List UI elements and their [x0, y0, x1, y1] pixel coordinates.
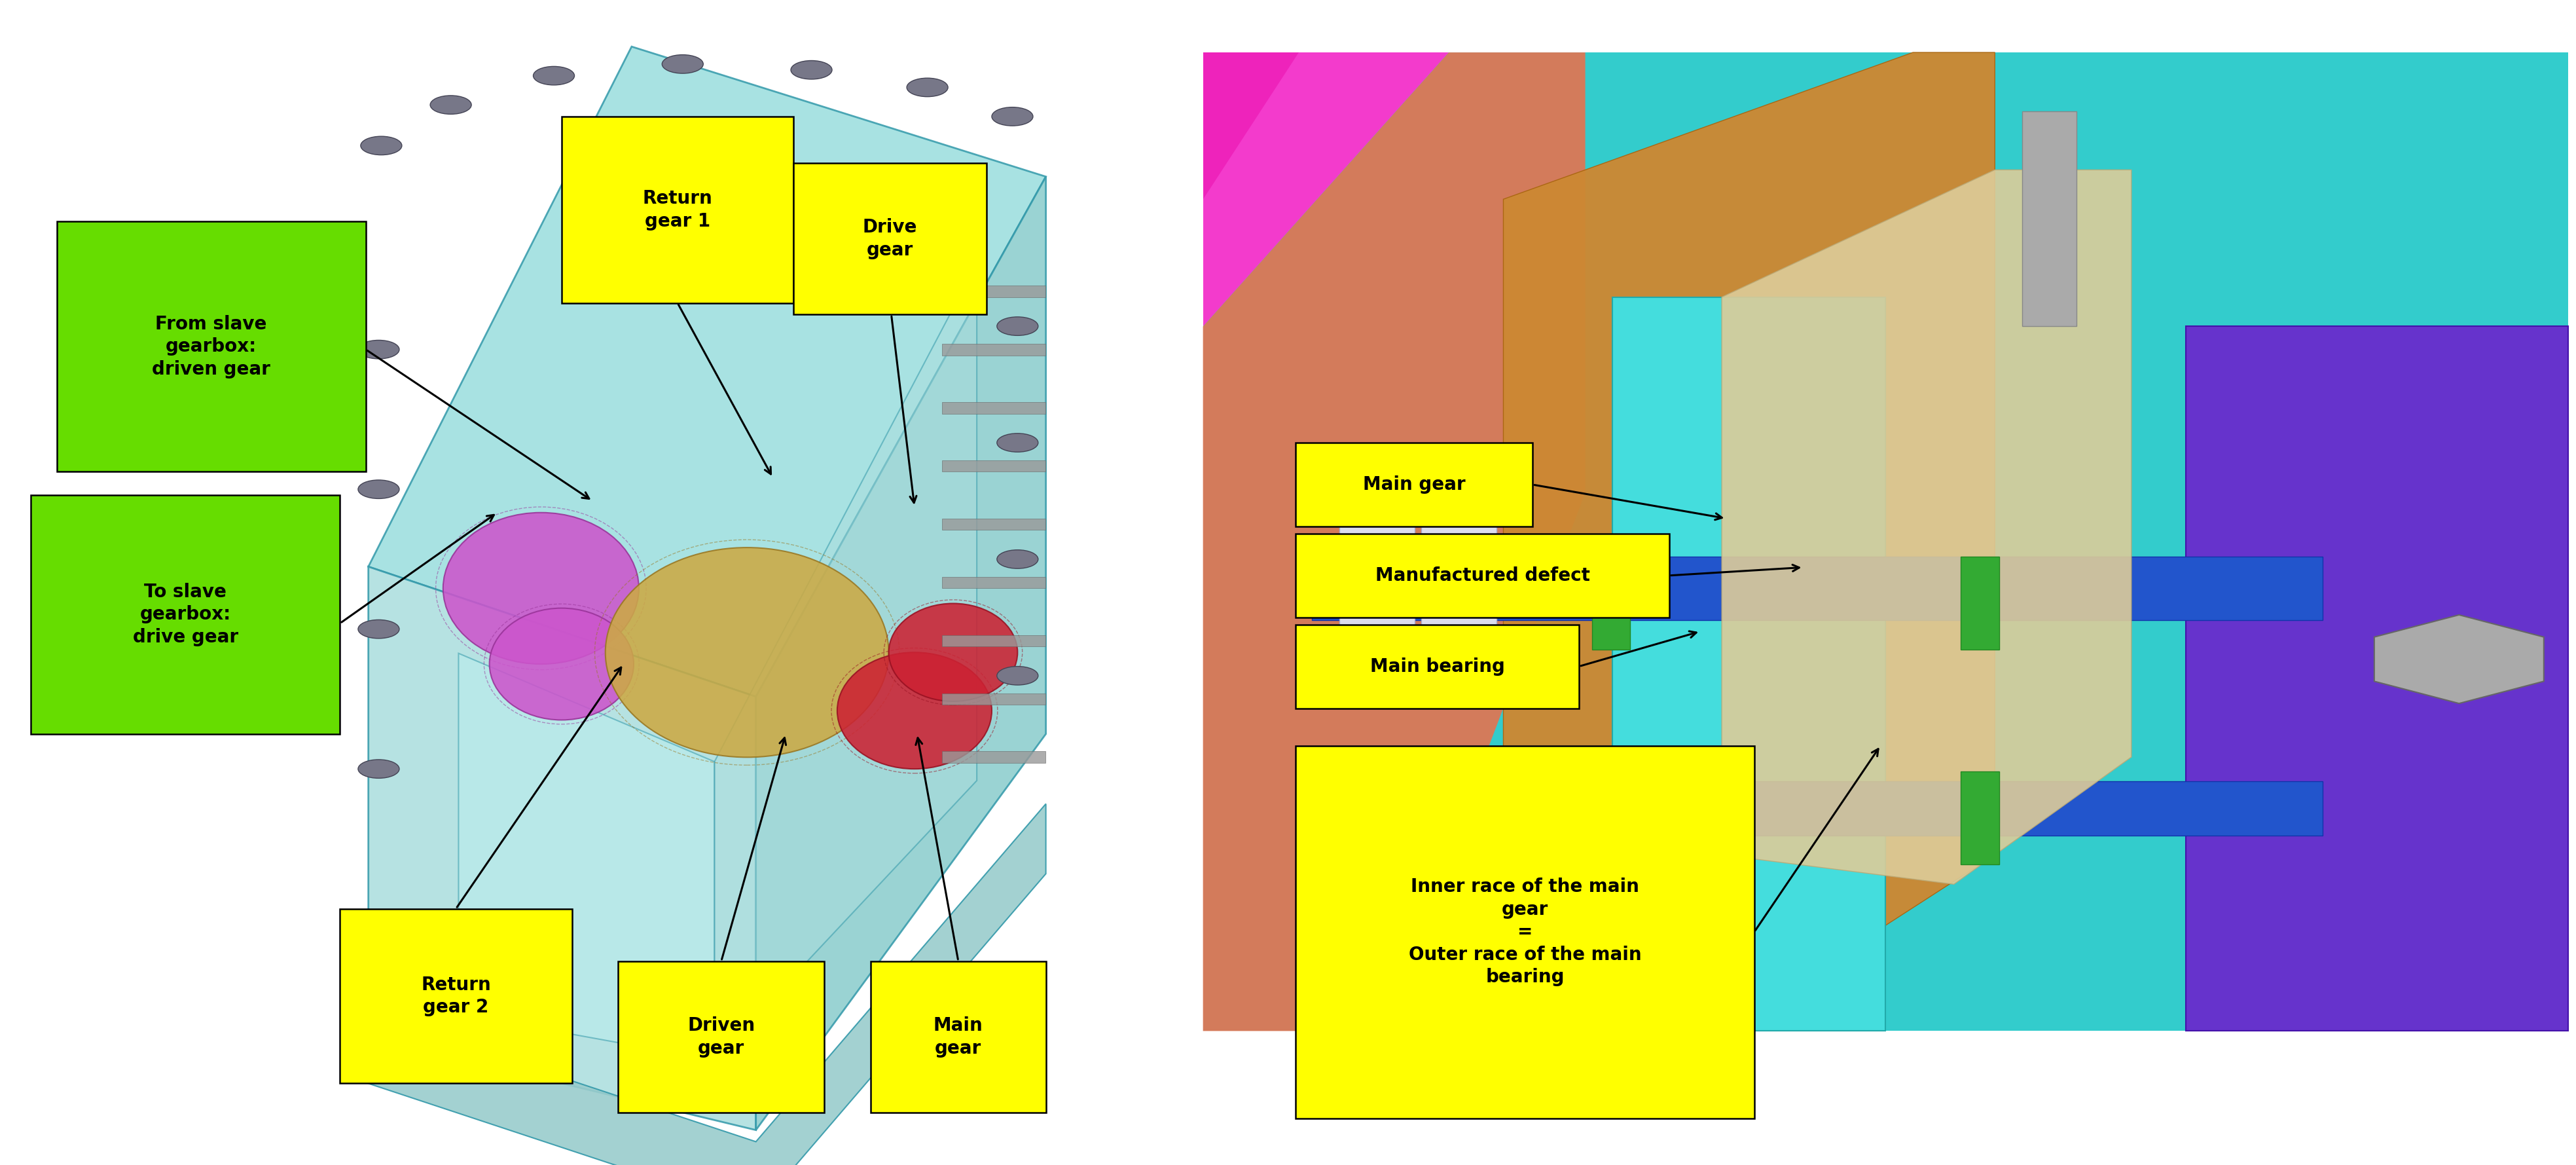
Ellipse shape [837, 652, 992, 769]
FancyBboxPatch shape [943, 460, 1046, 472]
Circle shape [997, 317, 1038, 336]
Circle shape [361, 136, 402, 155]
Text: Return
gear 1: Return gear 1 [641, 189, 714, 231]
FancyBboxPatch shape [943, 402, 1046, 414]
FancyBboxPatch shape [943, 344, 1046, 355]
FancyBboxPatch shape [793, 163, 987, 315]
Circle shape [430, 96, 471, 114]
FancyBboxPatch shape [871, 961, 1046, 1113]
FancyBboxPatch shape [57, 221, 366, 472]
FancyBboxPatch shape [943, 693, 1046, 705]
FancyBboxPatch shape [1340, 502, 1414, 659]
Polygon shape [1203, 52, 1298, 199]
FancyBboxPatch shape [1592, 771, 1631, 864]
Polygon shape [459, 654, 714, 1060]
FancyBboxPatch shape [943, 635, 1046, 647]
FancyBboxPatch shape [943, 285, 1046, 297]
FancyBboxPatch shape [943, 751, 1046, 763]
FancyBboxPatch shape [31, 495, 340, 734]
Polygon shape [1203, 52, 1584, 1031]
FancyBboxPatch shape [1296, 624, 1579, 708]
Text: To slave
gearbox:
drive gear: To slave gearbox: drive gear [134, 582, 237, 647]
Circle shape [358, 340, 399, 359]
Polygon shape [368, 566, 755, 1130]
Circle shape [358, 760, 399, 778]
Circle shape [997, 666, 1038, 685]
FancyBboxPatch shape [2022, 111, 2076, 326]
FancyBboxPatch shape [1422, 502, 1497, 659]
FancyBboxPatch shape [1613, 297, 1886, 1031]
Circle shape [997, 550, 1038, 569]
Text: Main gear: Main gear [1363, 475, 1466, 494]
Text: Drive
gear: Drive gear [863, 218, 917, 260]
Text: Main
gear: Main gear [933, 1016, 984, 1058]
Circle shape [997, 433, 1038, 452]
FancyBboxPatch shape [1296, 534, 1669, 617]
Circle shape [533, 66, 574, 85]
Polygon shape [1203, 52, 1448, 326]
Text: Inner race of the main
gear
=
Outer race of the main
bearing: Inner race of the main gear = Outer race… [1409, 877, 1641, 987]
Polygon shape [755, 177, 1046, 1130]
FancyBboxPatch shape [1592, 557, 1631, 649]
Text: Manufactured defect: Manufactured defect [1376, 566, 1589, 585]
FancyBboxPatch shape [1296, 746, 1754, 1118]
FancyBboxPatch shape [562, 116, 793, 303]
FancyBboxPatch shape [0, 0, 1072, 1165]
FancyBboxPatch shape [1311, 782, 2324, 835]
FancyBboxPatch shape [2187, 326, 2568, 1031]
FancyBboxPatch shape [1203, 0, 2568, 52]
Text: Main bearing: Main bearing [1370, 657, 1504, 676]
Text: From slave
gearbox:
driven gear: From slave gearbox: driven gear [152, 315, 270, 379]
FancyBboxPatch shape [1296, 443, 1533, 527]
Ellipse shape [889, 603, 1018, 701]
Ellipse shape [443, 513, 639, 664]
FancyBboxPatch shape [943, 518, 1046, 530]
FancyBboxPatch shape [943, 577, 1046, 588]
Polygon shape [368, 47, 1046, 697]
FancyBboxPatch shape [618, 961, 824, 1113]
Circle shape [791, 61, 832, 79]
Circle shape [358, 480, 399, 499]
FancyBboxPatch shape [1960, 557, 1999, 649]
Ellipse shape [489, 608, 634, 720]
Circle shape [992, 107, 1033, 126]
Polygon shape [368, 804, 1046, 1165]
Polygon shape [1721, 170, 2130, 884]
Circle shape [358, 620, 399, 638]
Polygon shape [714, 263, 976, 1060]
Circle shape [907, 78, 948, 97]
Ellipse shape [605, 548, 889, 757]
Text: Driven
gear: Driven gear [688, 1016, 755, 1058]
FancyBboxPatch shape [1203, 52, 2568, 1031]
FancyBboxPatch shape [1311, 557, 2324, 620]
FancyBboxPatch shape [340, 909, 572, 1083]
Polygon shape [1504, 52, 1994, 1031]
Text: Return
gear 2: Return gear 2 [420, 975, 492, 1017]
Circle shape [662, 55, 703, 73]
FancyBboxPatch shape [1960, 771, 1999, 864]
